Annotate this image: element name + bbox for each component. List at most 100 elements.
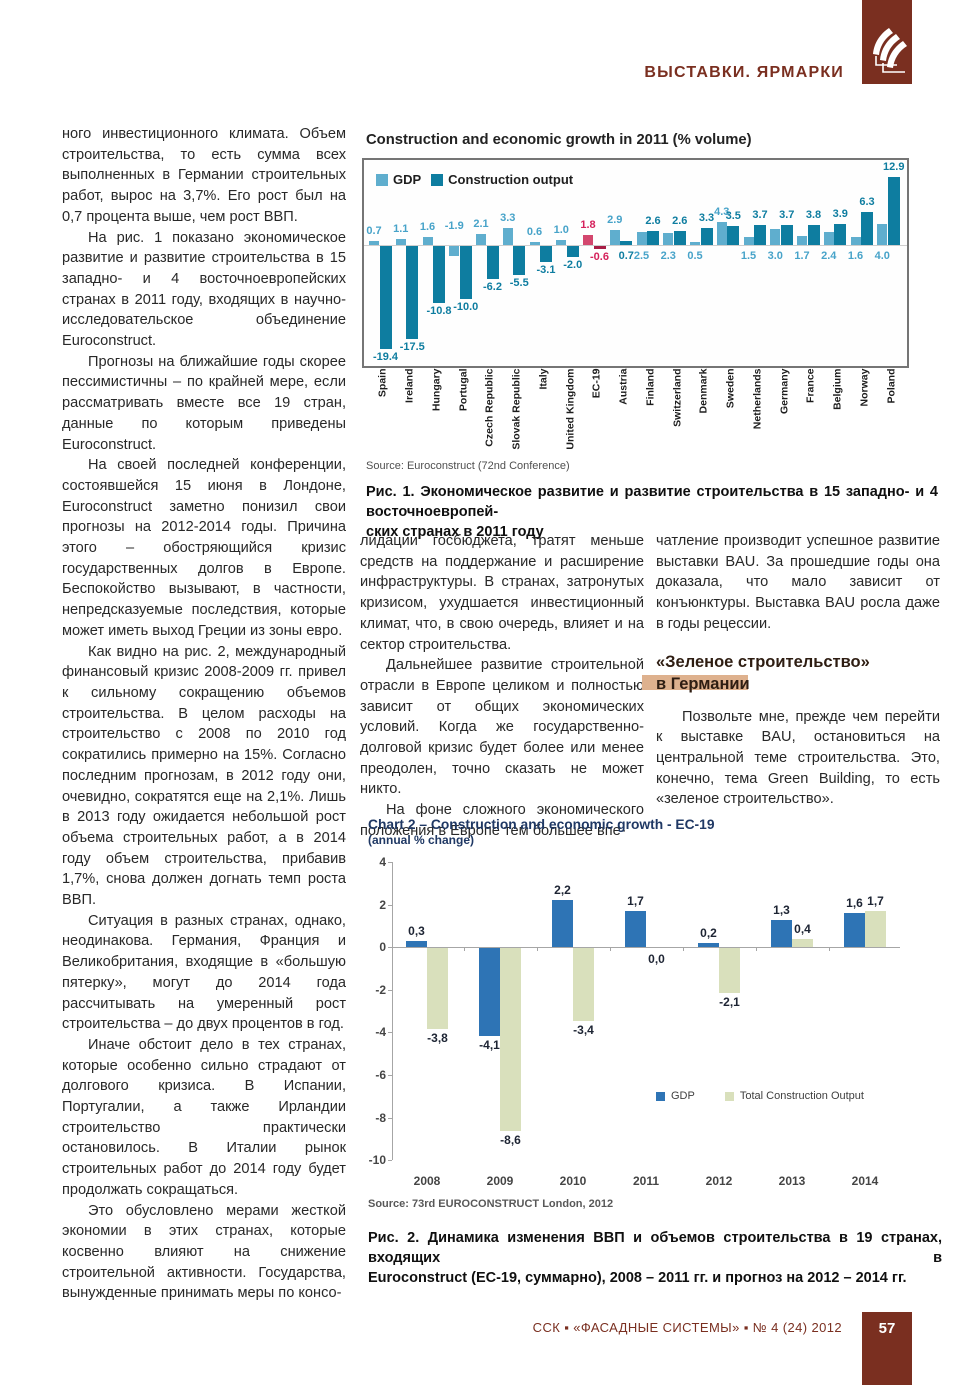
figure-2: Chart 2 – Construction and economic grow… [360, 816, 940, 1216]
chart1-value-label: 3.5 [725, 210, 741, 223]
chart2-value-label: -8,6 [500, 1133, 521, 1148]
chart2-legend-label: GDP [671, 1090, 695, 1102]
chart1-bar [529, 241, 540, 245]
journal-logo [862, 0, 912, 84]
chart1-value-label: 3.7 [779, 209, 795, 222]
paragraph: лидации госбюджета, тратят меньше средст… [360, 533, 644, 653]
chart1-legend-label: GDP [393, 172, 422, 187]
chart1-value-label: -19.4 [372, 350, 399, 363]
chart1-value-label: 3.3 [500, 211, 516, 224]
chart1-category-label: Poland [885, 368, 898, 404]
chart2-y-tick [388, 1075, 392, 1076]
chart1-bar [823, 232, 834, 245]
chart2-x-axis [392, 947, 900, 949]
chart2-y-tick [388, 947, 392, 949]
chart1-bar [850, 236, 861, 245]
middle-column: лидации госбюджета, тратят меньше средст… [360, 531, 644, 842]
chart1-value-label: -10.0 [453, 301, 479, 313]
chart1-bar [476, 233, 486, 245]
chart1-value-label: 3.9 [832, 208, 848, 221]
chart2-value-label: -2,1 [719, 994, 740, 1009]
chart1-value-label: -1.9 [444, 220, 464, 232]
figure-1: Construction and economic growth in 2011… [360, 126, 940, 542]
chart1-bar [406, 246, 419, 339]
chart1-bar [887, 176, 900, 245]
chart2-y-tick [388, 904, 392, 906]
heading-accent-bar [642, 674, 748, 690]
chart2-y-axis [392, 862, 393, 1160]
chart1-bar [379, 246, 392, 349]
chart1-bar [593, 246, 606, 250]
chart1-title: Construction and economic growth in 2011… [366, 132, 752, 148]
gdp-swatch-icon [656, 1091, 665, 1101]
chart2-y-tick-label: -4 [375, 1025, 386, 1040]
chart1-value-label: 1.1 [393, 223, 409, 236]
paragraph: Позвольте мне, прежде чем перейти к выст… [656, 708, 940, 808]
chart1-bar [433, 246, 445, 304]
chart1-legend: GDP Construction output [376, 172, 573, 187]
chart2-x-tick [609, 947, 611, 952]
right-column: чатление производит успешное развитие вы… [642, 531, 940, 810]
chart1-category-label: Finland [644, 368, 657, 406]
chart1-bar [513, 246, 526, 276]
chart2-bar [792, 938, 813, 948]
left-column: ного инвестиционного климата. Объем стро… [62, 124, 346, 1304]
chart1-value-label: 0.7 [366, 225, 382, 238]
paragraph: Это обусловлено мерами жесткой экономии … [62, 1202, 346, 1302]
chart2-y-tick-label: 2 [379, 897, 386, 912]
chart1-category-label: Netherlands [751, 368, 764, 430]
chart2-bar [573, 948, 594, 1021]
chart1-value-label: 3.7 [752, 209, 768, 222]
chart2-bar [865, 910, 886, 948]
chart1-bar [743, 237, 754, 245]
chart1-category-label: Czech Republic [483, 368, 496, 447]
chart1-value-label: 2.4 [821, 250, 837, 262]
chart1-value-label: 3.0 [767, 250, 783, 262]
chart1-value-label: 1.6 [419, 220, 436, 233]
chart1-bar [422, 236, 433, 245]
chart2-y-tick-label: -2 [375, 982, 386, 997]
chart1-bar [663, 232, 674, 245]
chart1-bar [486, 246, 499, 279]
heading-line2: в Германии [656, 674, 750, 693]
chart1-source: Source: Euroconstruct (72nd Conference) [366, 460, 570, 472]
chart1-bar [609, 229, 620, 245]
construction-swatch-icon [431, 173, 444, 186]
chart2-y-tick [388, 989, 392, 991]
chart1-category-label: Spain [376, 368, 389, 398]
chart1-bar [754, 225, 766, 245]
chart2-x-label: 2013 [778, 1174, 806, 1188]
chart1-bar [690, 242, 700, 245]
paragraph: На фоне сложного экономического положени… [360, 802, 644, 839]
chart2-bar [552, 900, 573, 948]
chart1-bar [395, 239, 406, 245]
chart2-value-label: 0,0 [648, 952, 665, 967]
chart1-value-label: -10.8 [426, 305, 452, 318]
chart2-x-tick [755, 947, 757, 952]
chart1-legend-item-construction: Construction output [431, 172, 573, 187]
chart1-category-label: Belgium [831, 368, 844, 410]
chart1-bar [727, 226, 740, 245]
chart1-bar [780, 225, 793, 245]
chart1-value-label: 2.5 [633, 250, 650, 262]
chart1-value-label: 4.0 [874, 250, 890, 262]
chart2-bar [698, 942, 719, 948]
chart1-value-label: 4.3 [714, 206, 730, 219]
chart1-bar [807, 224, 820, 245]
chart2-bar [479, 948, 500, 1036]
figure1-caption-line2: ских странах в 2011 году [366, 524, 544, 540]
chart1-bar [369, 241, 379, 245]
chart2-value-label: 2,2 [554, 883, 571, 898]
chart1-legend-item-gdp: GDP [376, 172, 421, 187]
chart1-bar [861, 211, 873, 245]
paragraph: На своей последней конференции, состоявш… [62, 457, 346, 639]
chart1-category-label: United Kingdom [564, 368, 577, 450]
chart1-bar [583, 235, 593, 245]
chart2-x-label: 2014 [851, 1174, 879, 1188]
chart2-x-label: 2012 [705, 1174, 733, 1188]
construction-swatch-icon [724, 1091, 734, 1101]
chart2-bar [406, 940, 427, 948]
chart1-bar [797, 235, 807, 245]
chart2-x-label: 2010 [559, 1174, 587, 1188]
chart1-bar [636, 231, 647, 245]
